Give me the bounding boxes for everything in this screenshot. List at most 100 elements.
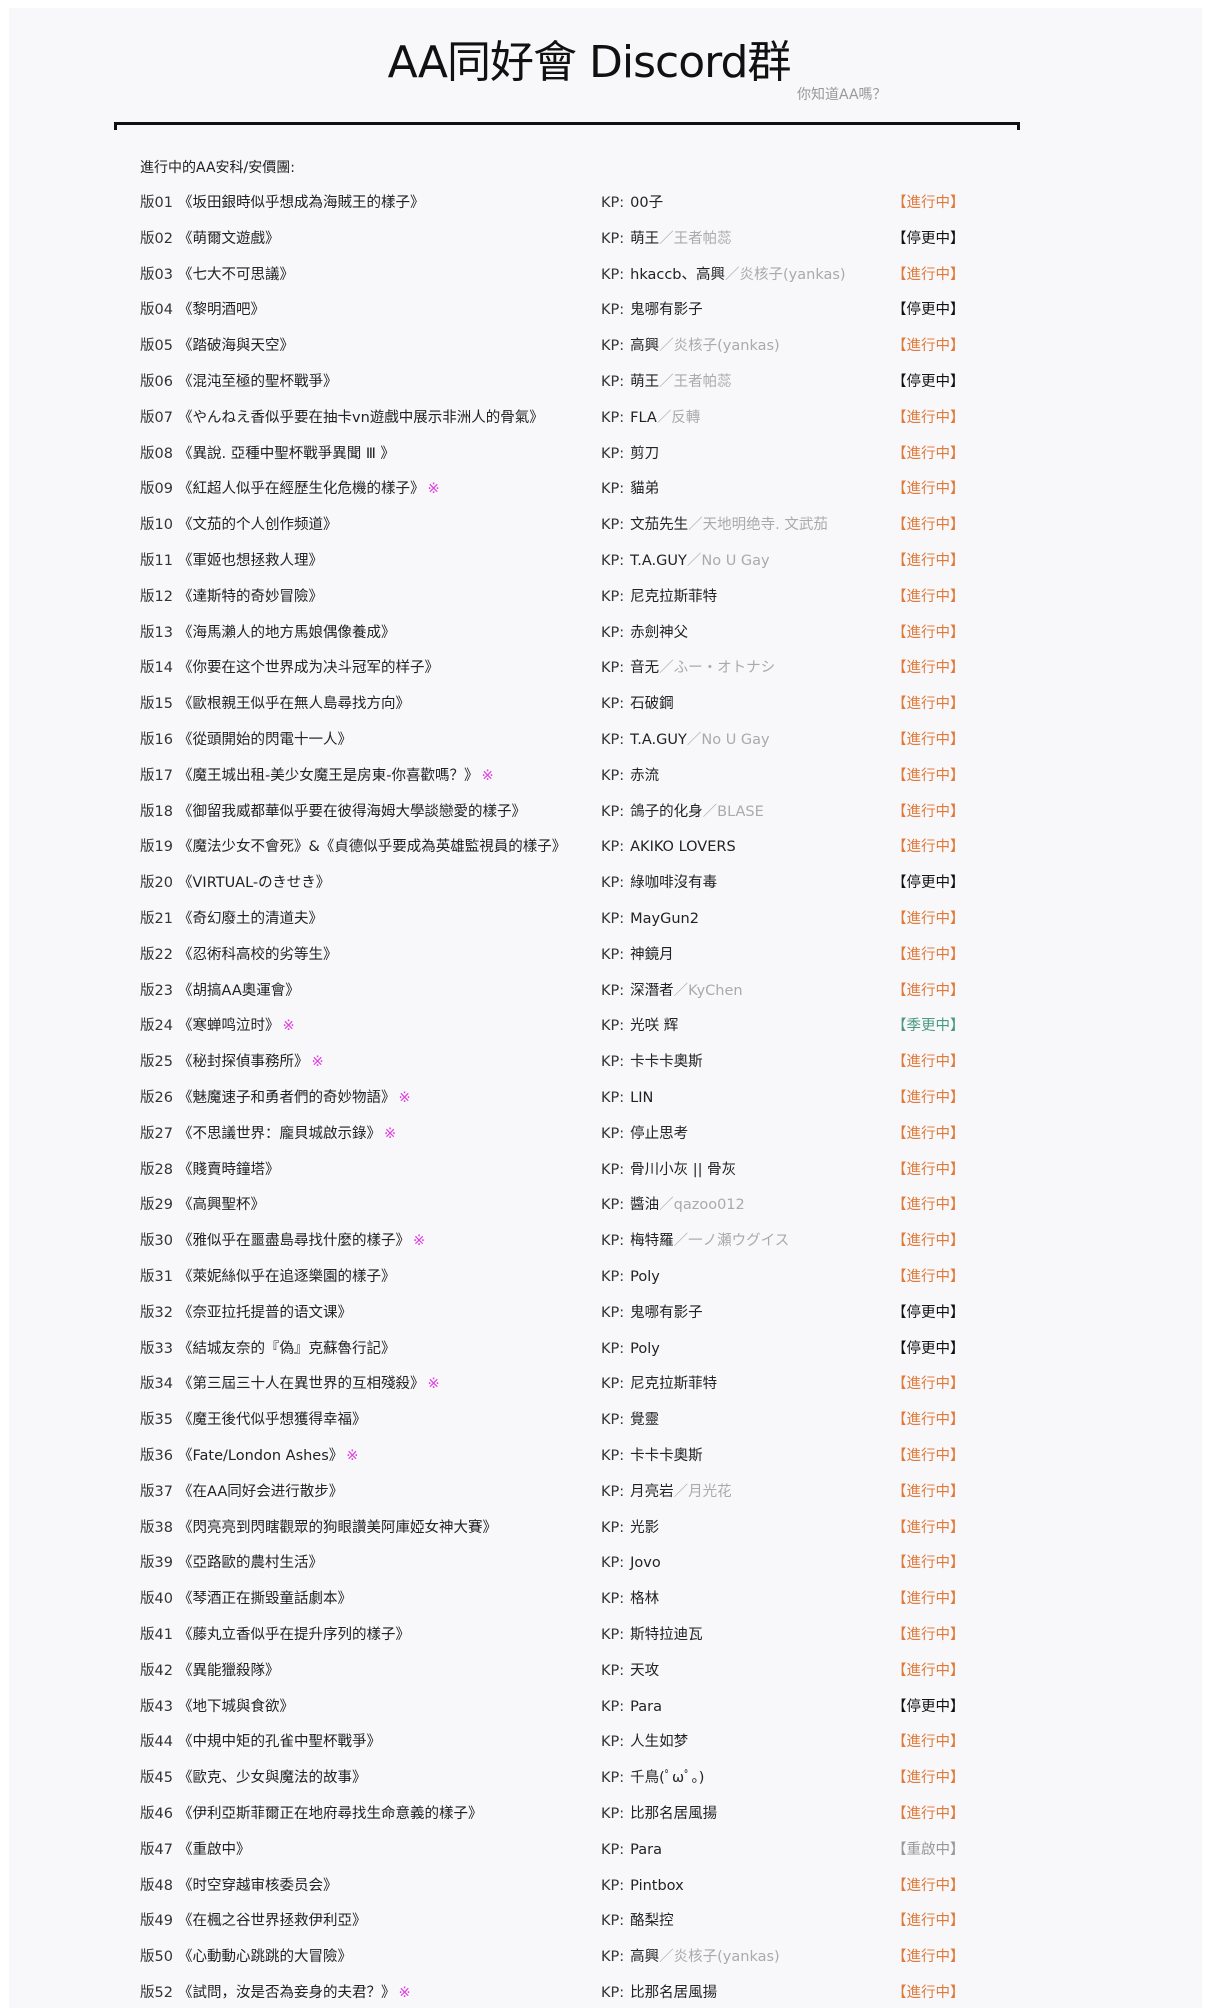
kp-info: KP: 神鏡月: [601, 943, 674, 967]
board-number: 版23: [140, 982, 173, 999]
session-title[interactable]: 《重啟中》: [178, 1838, 254, 1862]
kp-alias: ／一ノ瀬ウグイス: [673, 1233, 790, 1250]
session-title[interactable]: 《歐根親王似乎在無人島尋找方向》: [178, 692, 413, 716]
session-title[interactable]: 《魅魔速子和勇者們的奇妙物語》 ※: [178, 1086, 411, 1110]
board-number: 版43: [140, 1698, 173, 1715]
status-badge: 【進行中】: [892, 195, 965, 211]
kp-name: 深潛者: [630, 982, 674, 999]
session-title[interactable]: 《在楓之谷世界拯救伊利亞》: [178, 1909, 370, 1933]
session-title[interactable]: 《亞路歐的農村生活》: [178, 1551, 326, 1575]
board-number: 版20: [140, 875, 173, 892]
session-title-text: 《賤賣時鐘塔》: [178, 1161, 280, 1178]
session-title[interactable]: 《胡搞AA奧運會》: [178, 979, 303, 1003]
session-title[interactable]: 《達斯特的奇妙冒險》: [178, 585, 326, 609]
session-title-text: 《達斯特的奇妙冒險》: [178, 588, 323, 605]
board-number: 版40: [140, 1591, 173, 1608]
kp-label: KP:: [601, 409, 625, 426]
session-title[interactable]: 《奇幻廢土的清道夫》: [178, 907, 326, 931]
board-number: 版27: [140, 1125, 173, 1142]
session-title-text: 《Fate/London Ashes》: [178, 1448, 344, 1464]
session-title[interactable]: 《從頭開始的閃電十一人》: [178, 728, 355, 752]
list-item: 版27 《不思議世界：龐貝城啟示錄》 ※ KP: 停止思考 【進行中】: [140, 1122, 1140, 1146]
kp-name: 斯特拉迪瓦: [630, 1627, 703, 1643]
session-title[interactable]: 《心動動心跳跳的大冒險》: [178, 1945, 355, 1969]
list-item: 版11 《軍姬也想拯救人理》 KP: T.A.GUY／No U Gay 【進行中】: [140, 549, 1140, 573]
session-title[interactable]: 《琴酒正在撕毀童話劇本》: [178, 1587, 355, 1611]
session-title[interactable]: 《試問，汝是否為妾身的夫君？》 ※: [178, 1981, 411, 2005]
session-title[interactable]: 《萊妮絲似乎在追逐樂園的樣子》: [178, 1265, 399, 1289]
session-title[interactable]: 《紅超人似乎在經歷生化危機的樣子》 ※: [178, 477, 440, 501]
list-item: 版26 《魅魔速子和勇者們的奇妙物語》 ※ KP: LIN 【進行中】: [140, 1086, 1140, 1110]
kp-name: 骨川小灰 || 骨灰: [630, 1161, 737, 1178]
session-title-text: 《魔王後代似乎想獲得幸福》: [178, 1412, 367, 1429]
kp-label: KP:: [601, 1412, 625, 1429]
session-title[interactable]: 《寒蝉鸣泣时》 ※: [178, 1014, 295, 1038]
kp-info: KP: 酪梨控: [601, 1909, 674, 1933]
session-title[interactable]: 《歐克、少女與魔法的故事》: [178, 1766, 370, 1790]
session-title[interactable]: 《高興聖杯》: [178, 1193, 268, 1217]
session-title[interactable]: 《时空穿越审核委员会》: [178, 1874, 341, 1898]
board-number: 版03: [140, 266, 173, 283]
session-title[interactable]: 《やんねえ香似乎要在抽卡vn遊戲中展示非洲人的骨氣》: [178, 406, 547, 430]
session-title[interactable]: 《文茄的个人创作频道》: [178, 513, 341, 537]
session-title[interactable]: 《異能獵殺隊》: [178, 1659, 283, 1683]
session-title[interactable]: 《賤賣時鐘塔》: [178, 1158, 283, 1182]
board-number: 版42: [140, 1662, 173, 1679]
kp-info: KP: 比那名居風揚: [601, 1981, 717, 2005]
session-title[interactable]: 《奈亚拉托提普的语文课》: [178, 1301, 355, 1325]
session-title[interactable]: 《御留我威都華似乎要在彼得海姆大學談戀愛的樣子》: [178, 800, 529, 824]
session-title[interactable]: 《坂田銀時似乎想成為海賊王的樣子》: [178, 191, 428, 215]
status-badge: 【季更中】: [892, 1018, 965, 1035]
board-number: 版35: [140, 1412, 173, 1429]
session-title[interactable]: 《在AA同好会进行散步》: [178, 1480, 346, 1504]
session-title[interactable]: 《VIRTUAL-のきせき》: [178, 871, 333, 895]
session-title[interactable]: 《伊利亞斯菲爾正在地府尋找生命意義的樣子》: [178, 1802, 486, 1826]
session-title[interactable]: 《你要在这个世界成为决斗冠军的样子》: [178, 656, 442, 680]
kp-info: KP: AKIKO LOVERS: [601, 835, 736, 859]
session-title[interactable]: 《七大不可思議》: [178, 263, 297, 287]
session-title[interactable]: 《閃亮亮到閃瞎觀眾的狗眼讚美阿庫婭女神大賽》: [178, 1516, 500, 1540]
session-title-text: 《雅似乎在噩盡島尋找什麼的樣子》: [178, 1233, 410, 1250]
session-title[interactable]: 《第三屆三十人在異世界的互相殘殺》 ※: [178, 1372, 440, 1396]
session-title[interactable]: 《混沌至極的聖杯戰爭》: [178, 370, 341, 394]
session-title[interactable]: 《軍姬也想拯救人理》: [178, 549, 326, 573]
kp-label: KP:: [601, 1913, 625, 1930]
session-title[interactable]: 《中規中矩的孔雀中聖杯戰爭》: [178, 1730, 384, 1754]
kp-info: KP: 覺靈: [601, 1408, 659, 1432]
session-title-text: 《秘封探偵事務所》: [178, 1054, 309, 1071]
kp-label: KP:: [601, 1627, 625, 1643]
list-item: 版43 《地下城與食欲》 KP: Para 【停更中】: [140, 1695, 1140, 1719]
status-badge: 【進行中】: [892, 1555, 965, 1572]
session-title[interactable]: 《地下城與食欲》: [178, 1695, 297, 1719]
board-number: 版50: [140, 1949, 173, 1966]
status-badge: 【進行中】: [892, 1197, 965, 1214]
kp-label: KP:: [601, 1233, 625, 1250]
session-title[interactable]: 《結城友奈的『偽』克蘇魯行記》: [178, 1337, 399, 1361]
session-title[interactable]: 《萌爾文遊戲》: [178, 227, 283, 251]
session-title[interactable]: 《藤丸立香似乎在提升序列的樣子》: [178, 1623, 413, 1647]
board-number: 版47: [140, 1841, 173, 1858]
session-title[interactable]: 《雅似乎在噩盡島尋找什麼的樣子》 ※: [178, 1229, 425, 1253]
kp-info: KP: 天攻: [601, 1659, 659, 1683]
kp-alias: ／No U Gay: [686, 732, 770, 748]
session-title[interactable]: 《魔法少女不會死》&《貞德似乎要成為英雄監視員的樣子》: [178, 835, 569, 859]
session-title[interactable]: 《忍術科高校的劣等生》: [178, 943, 341, 967]
session-title[interactable]: 《魔王城出租-美少女魔王是房東-你喜歡嗎？》 ※: [178, 764, 494, 788]
status-badge: 【進行中】: [892, 803, 965, 820]
session-title[interactable]: 《海馬瀨人的地方馬娘偶像養成》: [178, 621, 399, 645]
session-title[interactable]: 《不思議世界：龐貝城啟示錄》 ※: [178, 1122, 396, 1146]
session-title[interactable]: 《異說. 亞種中聖杯戰爭異聞 Ⅲ 》: [178, 442, 398, 466]
kp-info: KP: 月亮岩／月光花: [601, 1480, 732, 1504]
list-item: 版30 《雅似乎在噩盡島尋找什麼的樣子》 ※ KP: 梅特羅／一ノ瀬ウグイス 【進行中】: [140, 1229, 1140, 1253]
session-title-text: 《海馬瀨人的地方馬娘偶像養成》: [178, 624, 396, 641]
list-item: 版12 《達斯特的奇妙冒險》 KP: 尼克拉斯菲特 【進行中】: [140, 585, 1140, 609]
session-title[interactable]: 《踏破海與天空》: [178, 334, 297, 358]
status-badge: 【進行中】: [892, 1269, 965, 1285]
session-title[interactable]: 《Fate/London Ashes》 ※: [178, 1444, 358, 1468]
kp-label: KP:: [601, 445, 625, 462]
kp-alias: ／天地明绝寺. 文武茄: [688, 517, 828, 534]
session-title[interactable]: 《黎明酒吧》: [178, 298, 268, 322]
list-item: 版33 《結城友奈的『偽』克蘇魯行記》 KP: Poly 【停更中】: [140, 1337, 1140, 1361]
session-title[interactable]: 《魔王後代似乎想獲得幸福》: [178, 1408, 370, 1432]
session-title[interactable]: 《秘封探偵事務所》 ※: [178, 1050, 324, 1074]
